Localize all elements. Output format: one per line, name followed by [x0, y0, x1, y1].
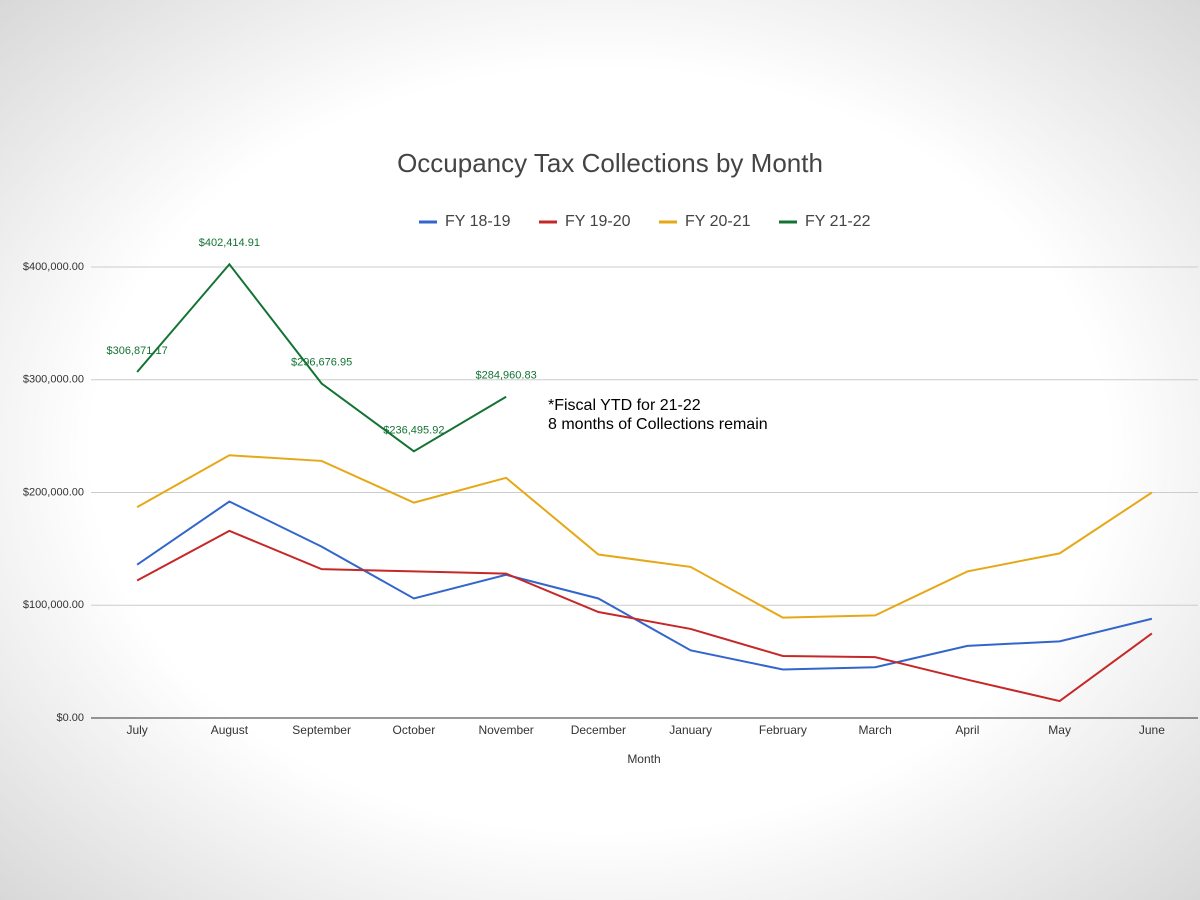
x-tick-label: November [478, 723, 533, 737]
x-tick-label: January [669, 723, 712, 737]
x-axis-label: Month [627, 752, 660, 766]
x-tick-label: July [126, 723, 147, 737]
data-label: $402,414.91 [199, 237, 260, 249]
data-label: $236,495.92 [383, 424, 444, 436]
x-tick-label: December [571, 723, 626, 737]
chart-title: Occupancy Tax Collections by Month [397, 148, 823, 178]
y-tick-label: $0.00 [56, 712, 84, 724]
data-label: $284,960.83 [476, 370, 537, 382]
series-line [136, 529, 1153, 703]
legend-label: FY 19-20 [565, 213, 631, 230]
legend-label: FY 20-21 [685, 213, 751, 230]
y-tick-label: $300,000.00 [23, 374, 84, 386]
x-tick-label: March [858, 723, 891, 737]
data-label: $306,871.17 [107, 345, 168, 357]
x-tick-label: May [1048, 723, 1071, 737]
annotation: 8 months of Collections remain [548, 416, 768, 433]
x-tick-label: April [955, 723, 979, 737]
x-tick-label: September [292, 723, 351, 737]
legend-label: FY 18-19 [445, 213, 511, 230]
y-tick-label: $400,000.00 [23, 261, 84, 273]
legend-label: FY 21-22 [805, 213, 871, 230]
y-tick-label: $100,000.00 [23, 599, 84, 611]
x-tick-label: August [211, 723, 249, 737]
x-tick-label: February [759, 723, 807, 737]
series-line [136, 454, 1153, 619]
data-label: $296,676.95 [291, 356, 352, 368]
y-tick-label: $200,000.00 [23, 486, 84, 498]
annotation: *Fiscal YTD for 21-22 [548, 397, 701, 414]
series-line [136, 500, 1153, 671]
x-tick-label: October [393, 723, 436, 737]
series-line [136, 262, 507, 453]
x-tick-label: June [1139, 723, 1165, 737]
